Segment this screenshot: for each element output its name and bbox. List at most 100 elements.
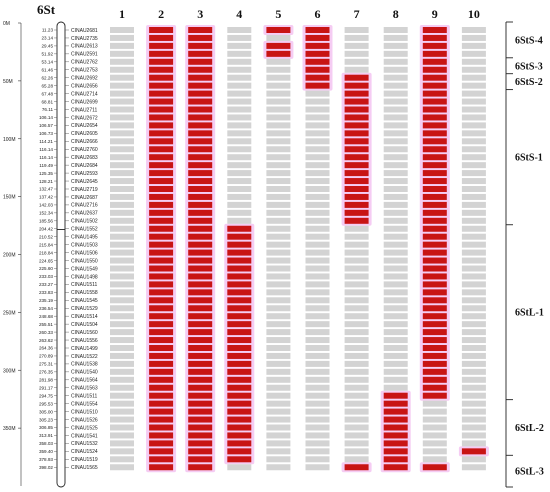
marker-name: CINAU2656 [71,83,98,89]
marker-name: CINAU1503 [71,242,98,248]
cell-present [227,376,252,383]
cell-present [266,42,291,49]
cell-absent [344,368,369,375]
cell-absent [383,193,408,200]
marker-position: 152.34 [39,211,53,216]
cell-present [188,329,213,336]
cell-absent [461,249,486,256]
cell-present [422,305,447,312]
cell-absent [266,154,291,161]
cell-present [344,193,369,200]
marker-name: CINAU2681 [71,28,98,34]
cell-present [305,58,330,65]
cell-present [149,249,174,256]
marker-position: 106.73 [39,131,53,136]
cell-present [188,50,213,57]
cell-present [227,345,252,351]
cell-absent [383,313,408,320]
cell-absent [266,297,291,304]
cell-absent [266,424,291,431]
cell-present [344,82,369,89]
cell-absent [461,74,486,81]
cell-absent [110,265,134,272]
cell-absent [266,186,291,192]
cell-present [227,281,252,288]
marker-name: CINAU1549 [71,266,98,272]
cell-absent [422,408,447,415]
marker-name: CINAU1529 [71,306,98,312]
marker-name: CINAU2645 [71,179,98,185]
cell-present [188,384,213,391]
cell-absent [110,416,134,423]
cell-absent [266,273,291,280]
region-label: 6StL-1 [515,308,544,319]
cell-absent [461,464,486,471]
cell-present [188,82,213,89]
cell-absent [461,201,486,208]
cell-present [344,130,369,137]
cell-present [188,58,213,65]
cell-absent [227,193,252,200]
cell-present [188,440,213,447]
cell-present [149,352,174,359]
cell-present [227,329,252,336]
cell-present [422,98,447,105]
cell-absent [383,90,408,97]
cell-absent [305,297,330,304]
cell-present [149,440,174,447]
cell-absent [305,313,330,320]
marker-position: 204.42 [39,226,53,231]
marker-position: 116.14 [39,155,53,160]
marker-labels: 11.23 CINAU2681 23.14 CINAU2735 29.45 CINAU26… [39,28,98,471]
cell-present [422,138,447,145]
marker-position: 233.03 [39,274,53,279]
cell-absent [266,225,291,232]
cell-present [149,329,174,336]
cell-absent [422,424,447,431]
cell-present [188,352,213,359]
marker-name: CINAU2753 [71,68,98,74]
cell-absent [227,146,252,153]
cell-absent [227,27,252,33]
cell-absent [110,289,134,296]
cell-absent [227,34,252,41]
cell-present [188,201,213,208]
cell-absent [383,98,408,105]
cell-absent [266,305,291,312]
cell-absent [305,233,330,240]
cell-absent [266,34,291,41]
cell-absent [305,392,330,399]
cell-absent [383,74,408,81]
cell-present [188,114,213,121]
cell-absent [110,305,134,312]
cell-absent [344,384,369,391]
cell-absent [383,201,408,208]
cell-absent [383,265,408,272]
cell-absent [227,50,252,57]
cell-absent [305,209,330,216]
cell-present [422,249,447,256]
marker-grid [110,25,489,473]
marker-name: CINAU1556 [71,338,98,344]
cell-present [149,257,174,264]
cell-present [344,217,369,224]
cell-absent [305,249,330,256]
cell-absent [266,464,291,471]
cell-absent [383,162,408,169]
cell-absent [266,146,291,153]
cell-present [149,464,174,471]
cell-present [188,98,213,105]
cell-present [188,178,213,185]
cell-absent [383,384,408,391]
cell-absent [461,408,486,415]
cell-absent [227,90,252,97]
marker-position: 233.83 [39,290,53,295]
cell-present [227,233,252,240]
marker-name: CINAU1525 [71,425,98,431]
cell-absent [344,289,369,296]
cell-present [422,352,447,359]
cell-absent [266,66,291,73]
marker-name: CINAU1506 [71,250,98,256]
cell-absent [110,217,134,224]
cell-absent [461,360,486,367]
